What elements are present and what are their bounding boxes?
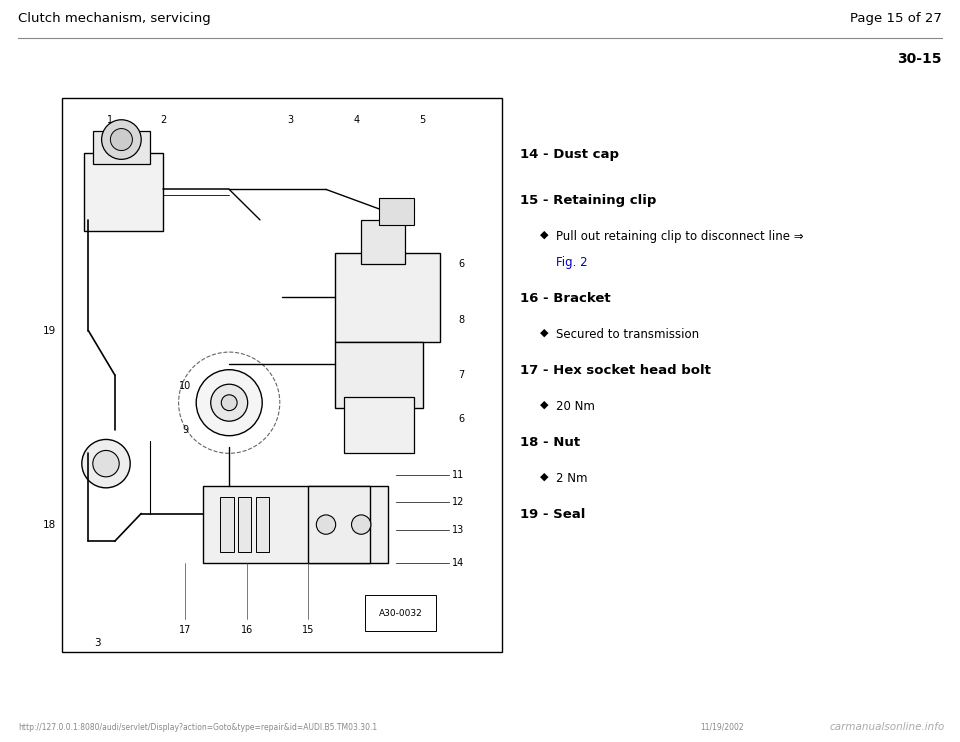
Circle shape xyxy=(316,515,336,534)
Text: 1: 1 xyxy=(108,115,113,125)
Text: ◆: ◆ xyxy=(540,400,548,410)
Text: 17: 17 xyxy=(179,625,191,635)
Text: Page 15 of 27: Page 15 of 27 xyxy=(851,12,942,25)
Circle shape xyxy=(351,515,371,534)
Circle shape xyxy=(211,384,248,421)
Bar xyxy=(379,197,414,226)
Text: ◆: ◆ xyxy=(540,328,548,338)
Text: ◆: ◆ xyxy=(540,472,548,482)
Circle shape xyxy=(93,450,119,477)
Bar xyxy=(238,497,252,552)
Text: 19 - Seal: 19 - Seal xyxy=(520,508,586,521)
Text: 2: 2 xyxy=(160,115,166,125)
Text: http://127.0.0.1:8080/audi/servlet/Display?action=Goto&type=repair&id=AUDI.B5.TM: http://127.0.0.1:8080/audi/servlet/Displ… xyxy=(18,723,377,732)
Text: 16 - Bracket: 16 - Bracket xyxy=(520,292,611,305)
Text: 7: 7 xyxy=(458,370,465,380)
Text: 6: 6 xyxy=(458,259,464,269)
Circle shape xyxy=(82,439,131,487)
Bar xyxy=(361,220,405,264)
Text: 30-15: 30-15 xyxy=(898,52,942,66)
Circle shape xyxy=(110,128,132,151)
Bar xyxy=(335,342,422,408)
Bar xyxy=(221,497,233,552)
Circle shape xyxy=(221,395,237,410)
Text: 10: 10 xyxy=(180,381,191,391)
Bar xyxy=(84,154,163,231)
Text: ◆: ◆ xyxy=(540,230,548,240)
Text: 18: 18 xyxy=(43,519,56,530)
Text: Secured to transmission: Secured to transmission xyxy=(556,328,699,341)
Text: 18 - Nut: 18 - Nut xyxy=(520,436,580,449)
Text: 5: 5 xyxy=(420,115,426,125)
Text: 16: 16 xyxy=(241,625,252,635)
Text: 15: 15 xyxy=(302,625,315,635)
Text: Fig. 2: Fig. 2 xyxy=(556,256,588,269)
Bar xyxy=(344,397,414,453)
Text: 19: 19 xyxy=(43,326,56,335)
Text: 9: 9 xyxy=(182,425,188,436)
Bar xyxy=(203,486,388,563)
Bar xyxy=(255,497,269,552)
Text: 17 - Hex socket head bolt: 17 - Hex socket head bolt xyxy=(520,364,710,377)
Text: Pull out retaining clip to disconnect line ⇒: Pull out retaining clip to disconnect li… xyxy=(556,230,804,243)
Text: 11/19/2002: 11/19/2002 xyxy=(700,723,744,732)
Text: Clutch mechanism, servicing: Clutch mechanism, servicing xyxy=(18,12,211,25)
Text: 20 Nm: 20 Nm xyxy=(556,400,595,413)
Text: 3: 3 xyxy=(288,115,294,125)
Text: 2 Nm: 2 Nm xyxy=(556,472,588,485)
Text: 14 - Dust cap: 14 - Dust cap xyxy=(520,148,619,161)
Circle shape xyxy=(196,370,262,436)
Text: 13: 13 xyxy=(452,525,465,535)
Text: A30-0032: A30-0032 xyxy=(379,608,422,618)
Text: carmanualsonline.info: carmanualsonline.info xyxy=(829,722,945,732)
Text: 14: 14 xyxy=(452,559,465,568)
Text: 15 - Retaining clip: 15 - Retaining clip xyxy=(520,194,657,207)
Bar xyxy=(93,131,150,165)
Text: 6: 6 xyxy=(458,414,464,424)
Text: 3: 3 xyxy=(94,638,101,648)
Circle shape xyxy=(102,119,141,160)
Bar xyxy=(335,253,441,342)
Bar xyxy=(308,486,370,563)
Bar xyxy=(62,98,502,652)
Text: 8: 8 xyxy=(458,315,464,324)
Text: 12: 12 xyxy=(452,497,465,508)
Text: 4: 4 xyxy=(353,115,360,125)
Text: 11: 11 xyxy=(452,470,465,480)
